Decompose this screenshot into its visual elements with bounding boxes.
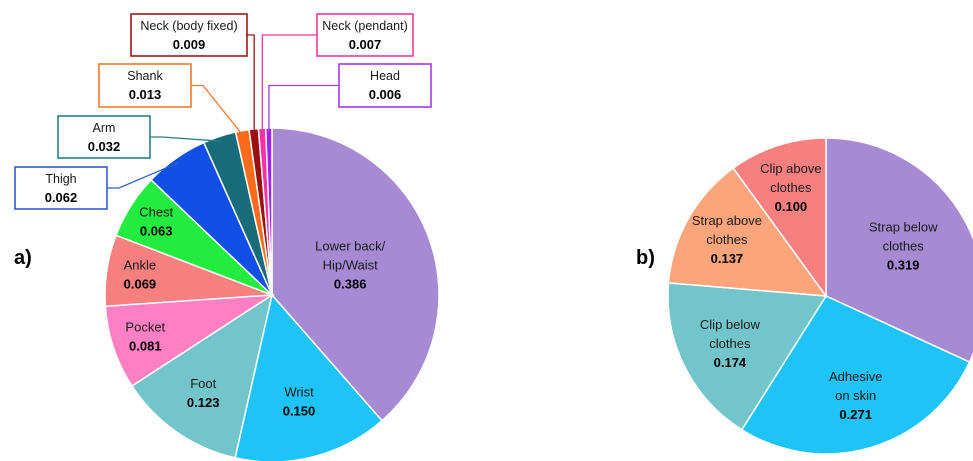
callout-value-neck-body-fixed: 0.009	[173, 37, 206, 52]
callout-label-thigh: Thigh	[45, 172, 76, 186]
slice-value-foot: 0.123	[187, 395, 220, 410]
slice-value-lower-back-hip-waist: 0.386	[334, 277, 367, 292]
pie-slice-lower-back-hip-waist	[271, 127, 440, 422]
callout-leader-neck-body-fixed	[247, 34, 255, 134]
callout-box-head	[338, 63, 432, 108]
slice-value-strap-above-clothes: 0.137	[711, 251, 744, 266]
slice-value-pocket: 0.081	[129, 339, 162, 354]
panel-a-label: a)	[14, 247, 32, 269]
pie-slice-strap-below-clothes	[825, 137, 973, 364]
callout-box-neck-pendant	[316, 13, 414, 57]
callout-box-thigh	[14, 166, 108, 210]
pie-slice-adhesive-on-skin	[740, 295, 971, 455]
slice-label-chest: Chest	[139, 204, 173, 219]
callout-label-shank: Shank	[127, 69, 163, 83]
slice-label-strap-above-clothes: Strap above clothes	[692, 213, 762, 247]
callout-leader-thigh	[107, 162, 179, 189]
callout-leader-neck-pendant	[261, 34, 317, 134]
slice-label-adhesive-on-skin: Adhesive on skin	[829, 369, 882, 403]
pie-slice-clip-below-clothes	[667, 282, 828, 431]
callout-label-neck-body-fixed: Neck (body fixed)	[140, 19, 237, 33]
slice-label-wrist: Wrist	[284, 384, 314, 399]
callout-value-thigh: 0.062	[45, 190, 78, 205]
callout-box-arm	[57, 115, 151, 159]
callout-value-shank: 0.013	[129, 87, 162, 102]
slice-value-adhesive-on-skin: 0.271	[839, 407, 872, 422]
slice-value-wrist: 0.150	[283, 403, 316, 418]
pie-slice-wrist	[234, 293, 384, 461]
callout-box-shank	[98, 63, 192, 108]
slice-label-clip-above-clothes: Clip above clothes	[760, 161, 821, 195]
slice-value-ankle: 0.069	[124, 277, 157, 292]
pie-chart-a: Lower back/Hip/Waist 0.386 Wrist 0.150 Foot 0…	[104, 127, 440, 461]
slice-label-ankle: Ankle	[124, 258, 157, 273]
panel-b-label: b)	[636, 247, 655, 269]
pie-chart-a-callouts: Thigh 0.062 Arm 0.032 Shank 0.013 Neck (body f…	[14, 13, 432, 210]
callout-value-neck-pendant: 0.007	[349, 37, 382, 52]
callout-box-neck-body-fixed	[130, 13, 248, 57]
callout-leader-head	[268, 84, 339, 133]
slice-label-foot: Foot	[190, 376, 216, 391]
pie-slice-foot	[130, 293, 274, 459]
slice-label-strap-below-clothes: Strap below clothes	[869, 220, 938, 254]
callout-label-neck-pendant: Neck (pendant)	[322, 19, 407, 33]
callout-leader-arm	[150, 136, 222, 142]
slice-value-clip-below-clothes: 0.174	[714, 355, 747, 370]
pie-chart-b: Strap below clothes 0.319 Adhesive on skin 0.…	[667, 137, 973, 455]
slice-value-strap-below-clothes: 0.319	[887, 258, 920, 273]
pie-slice-strap-above-clothes	[667, 167, 828, 297]
slice-label-clip-below-clothes: Clip below clothes	[700, 317, 761, 351]
callout-label-arm: Arm	[93, 121, 116, 135]
callout-label-head: Head	[370, 69, 400, 83]
slice-label-pocket: Pocket	[125, 320, 165, 335]
slice-label-lower-back-hip-waist: Lower back/Hip/Waist	[315, 239, 385, 273]
pie-slice-clip-above-clothes	[732, 137, 827, 299]
callout-value-arm: 0.032	[88, 139, 121, 154]
callout-leader-shank	[191, 84, 244, 137]
slice-value-clip-above-clothes: 0.100	[775, 199, 808, 214]
callout-value-head: 0.006	[369, 87, 402, 102]
slice-value-chest: 0.063	[140, 223, 173, 238]
